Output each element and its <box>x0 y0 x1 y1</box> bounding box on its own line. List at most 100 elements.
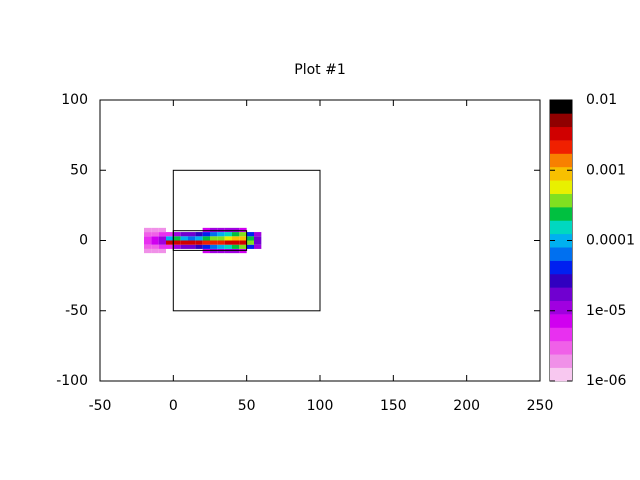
heatmap-cell <box>180 236 188 241</box>
colorbar-tick-label: 1e-06 <box>586 373 626 389</box>
heatmap-cell <box>158 240 166 245</box>
heatmap-cell <box>246 244 254 249</box>
colorbar-swatch <box>550 314 572 328</box>
colorbar-swatch <box>550 247 572 261</box>
y-tick-label: 0 <box>79 233 88 249</box>
heatmap-cell <box>144 232 152 237</box>
colorbar-tick-label: 1e-05 <box>586 303 626 319</box>
colorbar-swatch <box>550 220 572 235</box>
heatmap-cell <box>210 244 218 249</box>
colorbar-swatch <box>550 367 572 382</box>
inner-box <box>172 230 248 251</box>
heatmap-cell <box>173 240 181 245</box>
heatmap-cell <box>217 248 225 254</box>
heatmap-cell <box>180 232 188 237</box>
heatmap-cell <box>202 240 210 245</box>
heatmap-cell <box>151 232 159 237</box>
heatmap-cell <box>210 248 218 254</box>
heatmap-cell <box>158 236 166 241</box>
heatmap-cell <box>151 240 159 245</box>
heatmap-cell <box>239 248 247 254</box>
heatmap-cell <box>217 244 225 249</box>
colorbar-swatch <box>550 126 572 141</box>
y-tick-label: -50 <box>65 303 88 319</box>
x-tick-label: 50 <box>238 398 256 414</box>
heatmap-cell <box>224 248 232 254</box>
heatmap-cell <box>166 244 174 249</box>
x-tick-label: 0 <box>169 398 178 414</box>
heatmap-cell <box>224 240 232 245</box>
heatmap-cell <box>239 232 247 237</box>
heatmap-cell <box>158 248 166 254</box>
heatmap-cell <box>151 227 159 233</box>
heatmap-cell <box>202 248 210 254</box>
x-tick-label: 150 <box>380 398 407 414</box>
heatmap-cell <box>254 232 262 237</box>
heatmap-cell <box>232 232 240 237</box>
heatmap-cell <box>246 236 254 241</box>
heatmap-cell <box>232 227 240 233</box>
heatmap-cell <box>232 248 240 254</box>
colorbar-swatch <box>550 300 572 315</box>
heatmap-cell <box>217 240 225 245</box>
heatmap-cell <box>188 240 196 245</box>
heatmap-cell <box>217 227 225 233</box>
heatmap-cell <box>144 236 152 241</box>
heatmap-cell <box>224 227 232 233</box>
colorbar-swatch <box>550 193 572 208</box>
heatmap-cell <box>224 244 232 249</box>
x-tick-label: 200 <box>453 398 480 414</box>
x-tick-label: 250 <box>527 398 554 414</box>
heatmap-cell <box>188 244 196 249</box>
colorbar-swatch <box>550 100 572 114</box>
heatmap-cell <box>151 244 159 249</box>
heatmap-cell <box>144 240 152 245</box>
heatmap-cell <box>166 232 174 237</box>
heatmap-cell <box>151 248 159 254</box>
heatmap-cell <box>210 227 218 233</box>
colorbar-swatch <box>550 166 572 181</box>
colorbar-swatch <box>550 287 572 302</box>
colorbar-swatch <box>550 207 572 221</box>
x-tick-label: -50 <box>89 398 112 414</box>
heatmap-cell <box>195 232 203 237</box>
colorbar-swatch <box>550 153 572 168</box>
y-tick-label: -100 <box>56 373 88 389</box>
heatmap-cell <box>180 240 188 245</box>
colorbar-swatch <box>550 340 572 355</box>
heatmap-cell <box>144 248 152 254</box>
heatmap-cell <box>239 244 247 249</box>
colorbar-swatch <box>550 180 572 194</box>
heatmap-cell <box>188 236 196 241</box>
heatmap-cell <box>151 236 159 241</box>
heatmap-cell <box>224 236 232 241</box>
colorbar-swatch <box>550 113 572 128</box>
colorbar-tick-label: 0.0001 <box>586 233 635 249</box>
colorbar-swatch <box>550 140 572 154</box>
heatmap-cell <box>158 227 166 233</box>
colorbar-tick-label: 0.01 <box>586 92 617 108</box>
heatmap-cell <box>239 227 247 233</box>
colorbar-swatch <box>550 273 572 288</box>
heatmap-cell <box>246 240 254 245</box>
heatmap-cell <box>166 240 174 245</box>
heatmap-cell <box>254 244 262 249</box>
heatmap-cell <box>210 232 218 237</box>
heatmap-cell <box>158 244 166 249</box>
heatmap-cell <box>173 236 181 241</box>
heatmap-cell <box>210 236 218 241</box>
heatmap-cell <box>239 236 247 241</box>
heatmap-cell <box>144 244 152 249</box>
colorbar-swatch <box>550 354 572 368</box>
chart-title: Plot #1 <box>294 62 345 78</box>
heatmap-cell <box>158 232 166 237</box>
heatmap-cell <box>239 240 247 245</box>
heatmap-cell <box>202 232 210 237</box>
x-tick-label: 100 <box>307 398 334 414</box>
heatmap-cell <box>202 227 210 233</box>
heatmap-cell <box>254 236 262 241</box>
y-tick-label: 50 <box>70 162 88 178</box>
heatmap-cell <box>232 244 240 249</box>
heatmap-cell <box>195 236 203 241</box>
